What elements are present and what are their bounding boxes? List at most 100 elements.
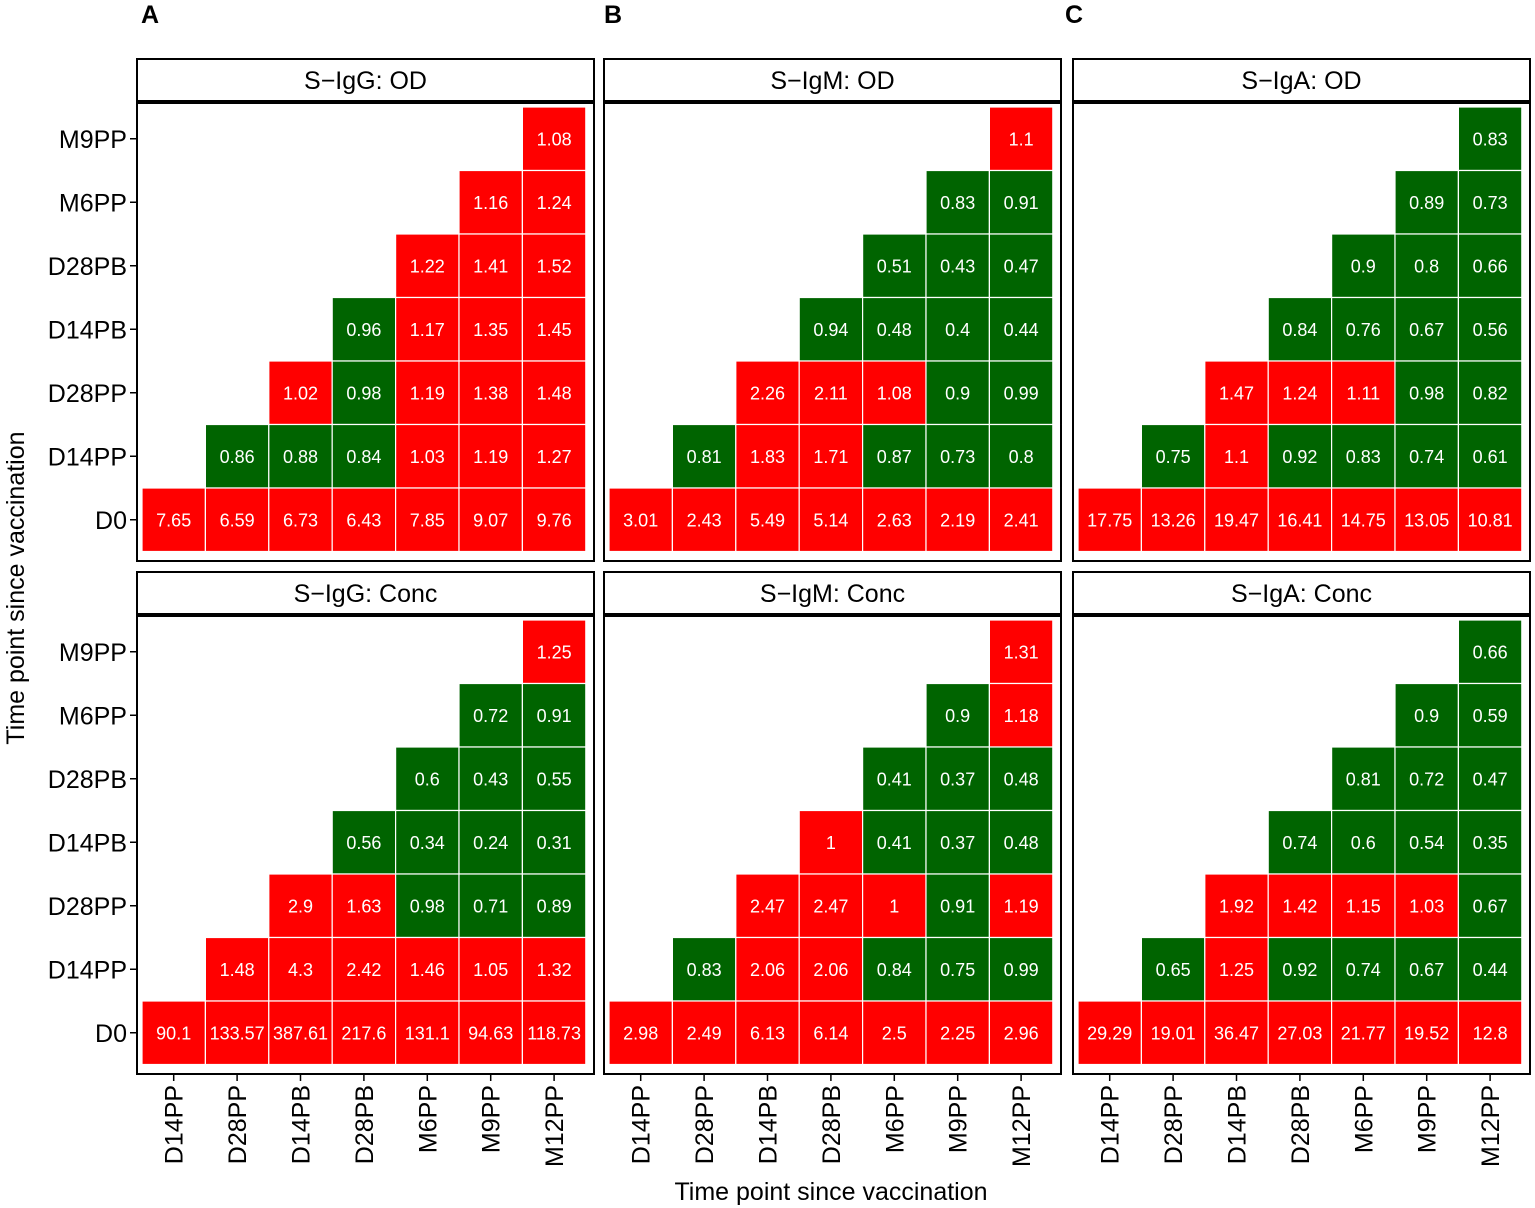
cell-iga-conc-r2-c5	[1394, 746, 1460, 812]
cell-igm-conc-r6-c5	[925, 1000, 991, 1066]
panel-letters: A B C	[141, 1, 1083, 29]
cell-label-igg-conc-r5-c4: 1.46	[410, 960, 445, 980]
cell-iga-od-r1-c5	[1394, 169, 1460, 235]
cell-iga-conc-r5-c6	[1457, 936, 1523, 1002]
cell-iga-conc-r6-c5	[1394, 1000, 1460, 1066]
cell-igm-od-r4-c2	[735, 360, 800, 426]
cell-igm-conc-r1-c5	[925, 682, 991, 748]
y-tick-label-d28pb-0: D28PB	[48, 253, 127, 281]
cell-igg-conc-r4-c3	[331, 873, 397, 939]
cell-igm-od-r5-c2	[735, 423, 800, 489]
cell-label-igm-conc-r6-c6: 2.96	[1004, 1023, 1039, 1043]
cell-label-igg-conc-r4-c5: 0.71	[473, 896, 508, 916]
cell-label-igm-conc-r5-c3: 2.06	[813, 960, 848, 980]
cell-label-igg-conc-r3-c3: 0.56	[346, 833, 381, 853]
y-tick-label-d14pb-1: D14PB	[48, 829, 127, 857]
cell-igg-conc-r6-c1	[204, 1000, 270, 1066]
cell-label-iga-od-r2-c5: 0.8	[1414, 256, 1439, 276]
cell-label-igg-od-r1-c5: 1.16	[473, 193, 508, 213]
x-tick-label-d14pb-2: D14PB	[1224, 1085, 1252, 1164]
cell-iga-od-r5-c1	[1140, 423, 1206, 489]
cell-igm-od-r6-c6	[988, 487, 1054, 553]
cell-igm-conc-r3-c5	[925, 809, 991, 875]
x-tick-labels: D14PP D28PP D14PB D28PB M6PP M9PP M12PP D14PP D2…	[161, 1074, 1505, 1167]
cell-label-igm-conc-r5-c6: 0.99	[1004, 960, 1039, 980]
y-tick-label-d28pb-1: D28PB	[48, 766, 127, 794]
cell-label-iga-conc-r4-c3: 1.42	[1282, 896, 1317, 916]
x-tick-label-d14pb-1: D14PB	[755, 1085, 783, 1164]
panel-igg-conc: S−IgG: Conc 1.25 0.72 0.91 0.6 0.43 0.55 0.56 0.…	[136, 571, 595, 1075]
cell-label-iga-od-r2-c4: 0.9	[1351, 256, 1376, 276]
cell-label-igg-conc-r3-c6: 0.31	[537, 833, 572, 853]
cell-label-iga-od-r4-c4: 1.11	[1346, 383, 1380, 403]
cell-label-igg-conc-r6-c1: 133.57	[210, 1023, 265, 1043]
cell-label-igm-conc-r6-c3: 6.14	[813, 1023, 848, 1043]
cell-label-iga-conc-r5-c2: 1.25	[1219, 960, 1254, 980]
cell-label-igg-conc-r5-c2: 4.3	[288, 960, 313, 980]
panel-iga-conc: S−IgA: Conc 0.66 0.9 0.59 0.81 0.72 0.47 0.74 0.…	[1072, 571, 1531, 1075]
cell-label-igm-conc-r1-c6: 1.18	[1004, 706, 1039, 726]
x-tick-label-d28pp-1: D28PP	[691, 1085, 719, 1164]
cell-iga-conc-r5-c1	[1140, 936, 1206, 1002]
cell-igm-conc-r5-c6	[988, 936, 1054, 1002]
x-tick-label-m12pp-0: M12PP	[541, 1085, 569, 1167]
cell-igg-conc-r6-c4	[395, 1000, 460, 1066]
cell-label-igm-conc-r5-c2: 2.06	[750, 960, 785, 980]
cell-igg-conc-r6-c6	[521, 1000, 587, 1066]
panel-title-iga-od: S−IgA: OD	[1241, 67, 1361, 95]
cell-igm-od-r6-c1	[671, 487, 737, 553]
panel-header-igg-conc	[136, 571, 595, 615]
cell-label-iga-conc-r2-c4: 0.81	[1346, 769, 1381, 789]
cell-igg-conc-r2-c5	[458, 746, 524, 812]
cell-iga-od-r2-c4	[1330, 233, 1396, 299]
cell-label-iga-conc-r5-c1: 0.65	[1156, 960, 1191, 980]
cell-label-igg-od-r4-c3: 0.98	[346, 383, 381, 403]
cell-iga-conc-r4-c6	[1457, 873, 1523, 939]
cell-igg-od-r5-c2	[268, 423, 333, 489]
x-tick-label-d28pb-2: D28PB	[1287, 1085, 1315, 1164]
cell-igm-od-r0-c6	[988, 106, 1054, 172]
cell-iga-conc-r6-c4	[1330, 1000, 1396, 1066]
x-tick-label-m6pp-1: M6PP	[881, 1085, 909, 1153]
cell-iga-conc-r4-c5	[1394, 873, 1460, 939]
cell-igm-od-r5-c1	[671, 423, 737, 489]
cell-iga-conc-r2-c6	[1457, 746, 1523, 812]
cell-iga-conc-r3-c6	[1457, 809, 1523, 875]
cell-label-igg-od-r6-c1: 6.59	[220, 510, 255, 530]
panel-letter-c: C	[1065, 1, 1083, 29]
cell-iga-od-r6-c5	[1394, 487, 1460, 553]
cell-label-igg-od-r3-c4: 1.17	[410, 320, 445, 340]
cell-igm-od-r6-c5	[925, 487, 991, 553]
cell-label-iga-od-r6-c3: 16.41	[1277, 510, 1322, 530]
cell-label-igg-conc-r1-c5: 0.72	[473, 706, 508, 726]
cell-iga-conc-r6-c2	[1204, 1000, 1269, 1066]
y-tick-label-d28pp-0: D28PP	[48, 380, 127, 408]
cell-label-igm-conc-r4-c5: 0.91	[940, 896, 975, 916]
cell-igm-od-r5-c4	[861, 423, 927, 489]
cell-igg-conc-r4-c6	[521, 873, 587, 939]
cell-iga-od-r4-c2	[1204, 360, 1269, 426]
cell-iga-od-r4-c5	[1394, 360, 1460, 426]
cell-igm-od-r6-c0	[608, 487, 674, 553]
cell-label-igm-od-r4-c5: 0.9	[945, 383, 970, 403]
cell-label-iga-conc-r4-c5: 1.03	[1409, 896, 1444, 916]
cell-label-iga-conc-r5-c6: 0.44	[1473, 960, 1508, 980]
cell-igg-conc-r1-c6	[521, 682, 587, 748]
cell-label-iga-conc-r6-c4: 21.77	[1341, 1023, 1386, 1043]
cell-igg-conc-r3-c6	[521, 809, 587, 875]
cell-igg-od-r5-c6	[521, 423, 587, 489]
cell-igg-od-r6-c5	[458, 487, 524, 553]
cell-igg-od-r6-c3	[331, 487, 397, 553]
cell-iga-conc-r3-c5	[1394, 809, 1460, 875]
cell-igg-od-r5-c1	[204, 423, 270, 489]
cell-label-igm-od-r6-c6: 2.41	[1004, 510, 1039, 530]
cell-label-igg-conc-r4-c2: 2.9	[288, 896, 313, 916]
cell-igg-conc-r2-c4	[395, 746, 460, 812]
cell-iga-od-r4-c6	[1457, 360, 1523, 426]
cell-label-igm-conc-r4-c6: 1.19	[1004, 896, 1039, 916]
cell-igm-conc-r2-c6	[988, 746, 1054, 812]
cell-label-iga-conc-r5-c3: 0.92	[1282, 960, 1317, 980]
cell-label-iga-conc-r6-c1: 19.01	[1151, 1023, 1196, 1043]
cell-label-iga-od-r5-c4: 0.83	[1346, 447, 1381, 467]
y-tick-labels: M9PP M6PP D28PB D14PB D28PP D14PP D0 M9PP M6PP D2…	[48, 126, 137, 1048]
